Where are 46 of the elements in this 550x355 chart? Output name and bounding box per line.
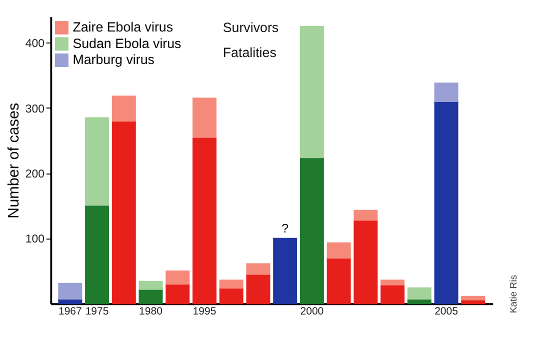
bar — [461, 296, 486, 300]
y-axis-title: Number of cases — [6, 102, 23, 218]
x-tick-label: 2005 — [434, 306, 458, 318]
bar — [192, 98, 216, 138]
bar — [138, 288, 163, 304]
bar — [326, 257, 351, 304]
x-tick-label: 1967 — [58, 306, 82, 318]
x-tick-label: 2000 — [300, 306, 324, 318]
bar — [85, 117, 110, 206]
bar — [85, 204, 110, 304]
bar — [326, 242, 351, 259]
x-tick-label: 1975 — [85, 306, 109, 318]
x-tick-label: 1980 — [139, 306, 163, 318]
bar — [112, 120, 136, 304]
x-tick-label: 1995 — [192, 306, 216, 318]
bar — [434, 100, 458, 304]
y-tick-label: 200 — [25, 168, 44, 181]
bar — [300, 26, 324, 158]
annotation: Fatalities — [222, 44, 277, 60]
bar — [380, 280, 405, 286]
bar — [112, 96, 136, 122]
legend-label: Sudan Ebola virus — [72, 36, 182, 51]
bar — [354, 220, 378, 304]
bar — [380, 284, 405, 304]
bar — [219, 287, 244, 304]
annotation: Survivors — [222, 20, 279, 35]
bar — [192, 136, 216, 304]
bar — [434, 82, 458, 102]
bar — [58, 282, 82, 300]
bar — [219, 280, 244, 289]
legend-label: Marburg virus — [72, 52, 155, 68]
bar — [166, 270, 190, 285]
bar — [138, 280, 163, 290]
y-tick-label: 100 — [25, 234, 44, 246]
text: Katie Ris — [508, 274, 520, 314]
bar — [246, 274, 270, 304]
bar — [246, 263, 270, 275]
bar — [407, 287, 432, 300]
bar — [166, 284, 190, 304]
bar — [354, 210, 378, 221]
bar — [300, 156, 324, 304]
y-tick-label: 400 — [25, 38, 44, 50]
bar — [273, 238, 298, 304]
legend-label: Zaire Ebola virus — [72, 20, 174, 35]
data-label: ? — [282, 222, 289, 236]
y-tick-label: 300 — [25, 103, 44, 116]
